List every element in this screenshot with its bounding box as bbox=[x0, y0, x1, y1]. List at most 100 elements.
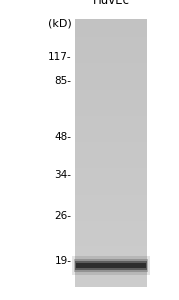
Bar bbox=[75, 239, 147, 240]
Bar bbox=[75, 31, 147, 32]
Bar bbox=[75, 164, 147, 165]
Bar bbox=[75, 142, 147, 143]
Bar bbox=[75, 178, 147, 180]
Bar bbox=[75, 29, 147, 30]
Bar bbox=[75, 83, 147, 85]
Bar bbox=[75, 151, 147, 152]
Bar bbox=[75, 268, 147, 269]
Bar bbox=[75, 52, 147, 53]
Text: (kD): (kD) bbox=[48, 19, 72, 29]
Bar bbox=[75, 92, 147, 93]
Bar bbox=[75, 203, 147, 205]
Bar bbox=[75, 225, 147, 226]
Bar bbox=[75, 32, 147, 34]
Bar bbox=[75, 198, 147, 199]
Bar bbox=[75, 285, 147, 286]
Bar bbox=[75, 272, 147, 273]
Bar bbox=[75, 196, 147, 197]
Bar bbox=[75, 74, 147, 75]
Bar bbox=[75, 90, 147, 92]
Bar bbox=[75, 179, 147, 181]
Bar bbox=[75, 65, 147, 67]
Bar bbox=[75, 283, 147, 284]
Bar bbox=[75, 246, 147, 247]
Bar bbox=[75, 240, 147, 241]
Bar bbox=[75, 284, 147, 285]
Bar bbox=[75, 115, 147, 116]
Bar bbox=[75, 279, 147, 280]
Bar bbox=[75, 70, 147, 71]
Bar bbox=[75, 56, 147, 57]
Bar bbox=[75, 181, 147, 182]
Bar bbox=[75, 277, 147, 278]
Bar bbox=[75, 244, 147, 245]
Bar bbox=[75, 193, 147, 194]
Bar bbox=[75, 173, 147, 174]
Bar bbox=[75, 106, 147, 107]
Bar bbox=[75, 222, 147, 223]
Bar bbox=[75, 241, 147, 242]
Text: 48-: 48- bbox=[55, 131, 72, 142]
Bar bbox=[75, 76, 147, 77]
Bar bbox=[75, 212, 147, 214]
Bar bbox=[75, 35, 147, 36]
Bar bbox=[75, 146, 147, 147]
Bar bbox=[75, 169, 147, 171]
Bar bbox=[75, 157, 147, 158]
Bar bbox=[75, 122, 147, 124]
Bar bbox=[75, 226, 147, 228]
Bar bbox=[75, 95, 147, 96]
Bar bbox=[75, 73, 147, 74]
Bar bbox=[75, 260, 147, 262]
Bar bbox=[75, 55, 147, 56]
Bar bbox=[75, 49, 147, 50]
Bar bbox=[75, 88, 147, 89]
Bar bbox=[75, 184, 147, 185]
Bar bbox=[75, 267, 147, 268]
Bar bbox=[75, 248, 147, 249]
Bar bbox=[75, 255, 147, 256]
Bar bbox=[75, 275, 147, 277]
Bar bbox=[75, 202, 147, 204]
Bar bbox=[75, 137, 147, 138]
Bar bbox=[75, 212, 147, 213]
Bar bbox=[75, 261, 147, 270]
Bar bbox=[75, 199, 147, 200]
Bar bbox=[75, 257, 147, 258]
Bar bbox=[75, 190, 147, 191]
Bar bbox=[75, 175, 147, 176]
Bar bbox=[75, 276, 147, 278]
Bar bbox=[75, 161, 147, 162]
Bar bbox=[75, 192, 147, 193]
Bar bbox=[75, 134, 147, 135]
Bar bbox=[75, 230, 147, 231]
Bar bbox=[75, 250, 147, 252]
Bar bbox=[75, 226, 147, 227]
Bar bbox=[75, 284, 147, 286]
Bar bbox=[75, 105, 147, 106]
Bar bbox=[75, 45, 147, 46]
Bar bbox=[75, 24, 147, 25]
Bar bbox=[75, 53, 147, 54]
Bar bbox=[75, 130, 147, 131]
Bar bbox=[75, 156, 147, 158]
Bar bbox=[75, 42, 147, 44]
Bar bbox=[75, 229, 147, 230]
Bar bbox=[75, 75, 147, 76]
Bar bbox=[75, 96, 147, 97]
Bar bbox=[75, 145, 147, 146]
Bar bbox=[75, 69, 147, 70]
Bar bbox=[75, 40, 147, 41]
Bar bbox=[75, 132, 147, 134]
Text: 117-: 117- bbox=[48, 52, 72, 62]
Bar bbox=[75, 72, 147, 73]
Bar bbox=[75, 274, 147, 275]
Bar bbox=[75, 98, 147, 99]
Bar bbox=[75, 266, 147, 267]
Bar bbox=[75, 123, 147, 124]
Bar bbox=[75, 177, 147, 178]
Bar bbox=[75, 146, 147, 148]
Bar bbox=[75, 268, 147, 270]
Bar bbox=[75, 234, 147, 235]
Bar bbox=[75, 205, 147, 206]
